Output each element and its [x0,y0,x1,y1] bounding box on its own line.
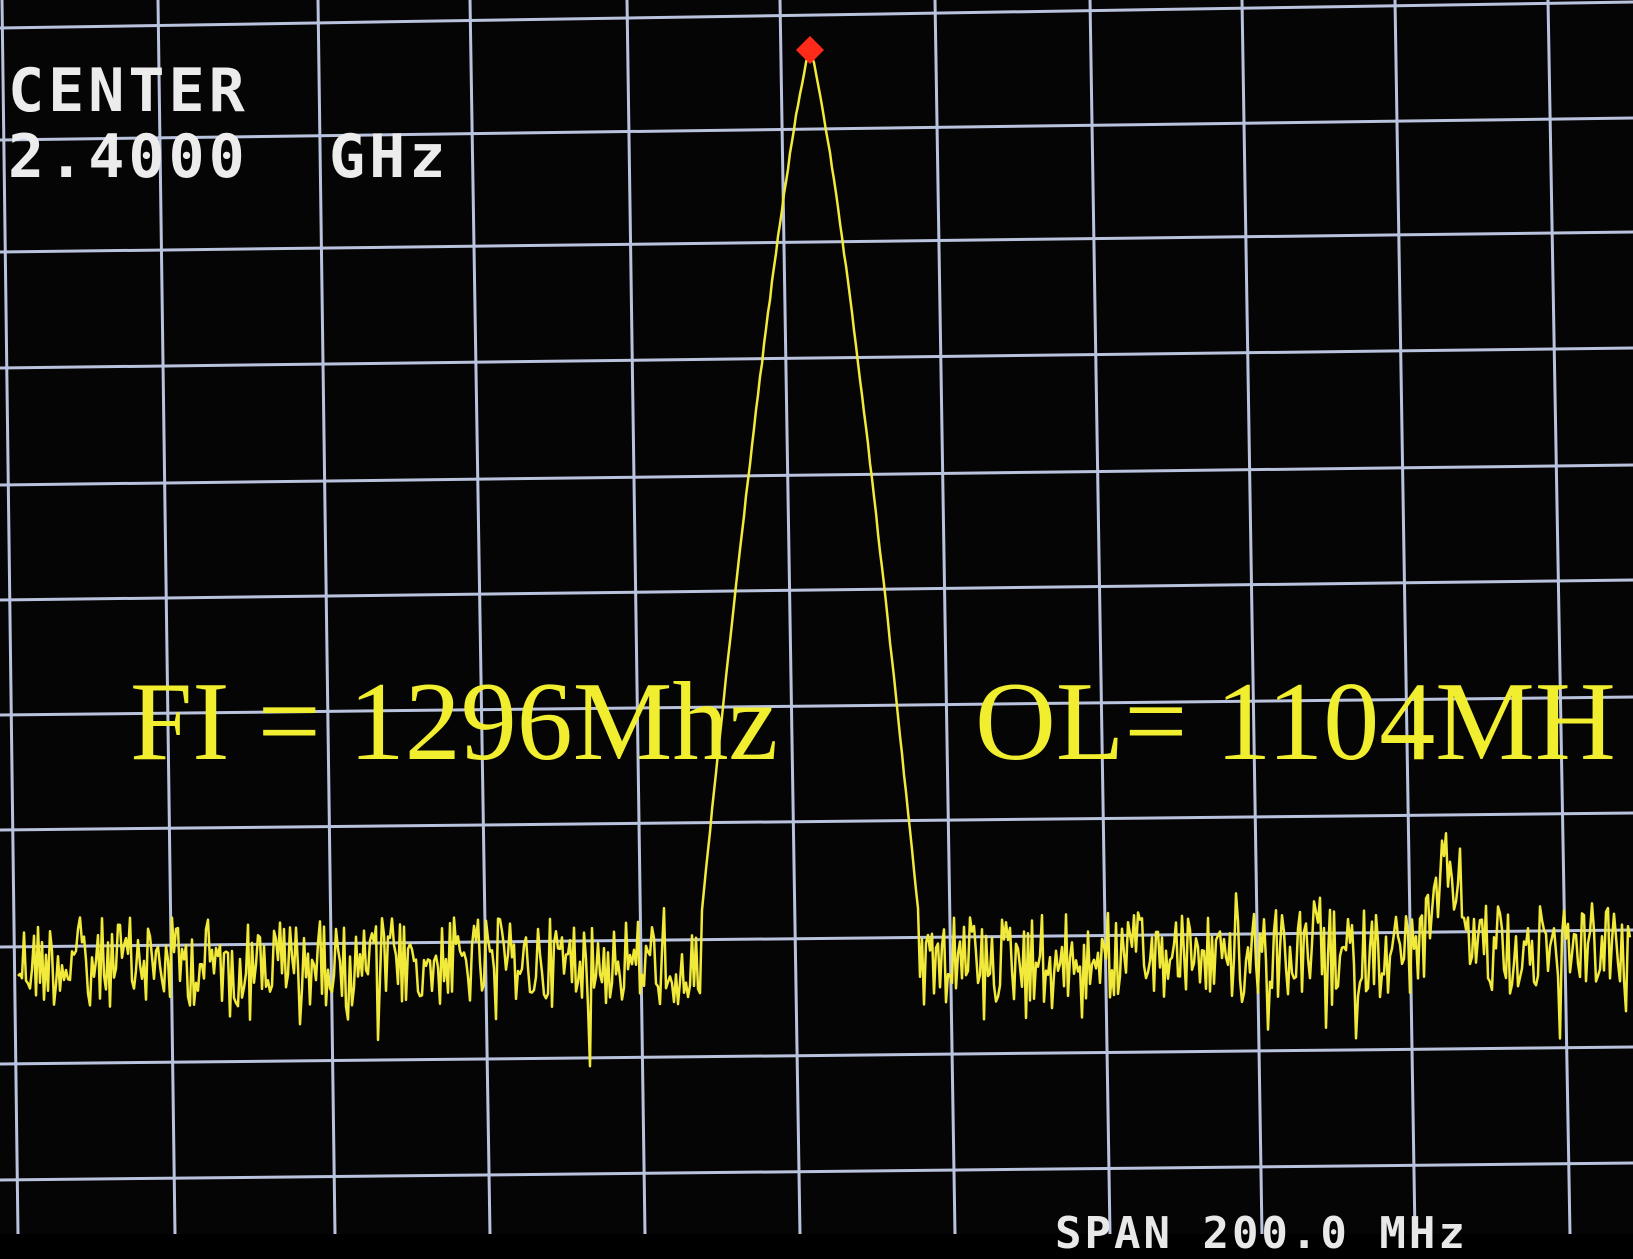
center-frequency-readout: 2.4000 GHz [8,122,450,192]
grid-vertical-line [1393,0,1417,1234]
ol-frequency-annotation: OL= 1104MH [975,660,1616,784]
grid-horizontal-line [0,811,1633,832]
center-label: CENTER [8,56,249,126]
grid-vertical-line [468,0,492,1234]
grid-vertical-line [625,0,647,1234]
red-diamond-marker-icon [796,36,824,64]
grid-horizontal-line [0,346,1633,370]
grid-horizontal-line [0,116,1633,142]
grid-vertical-line [156,0,177,1234]
grid-vertical-line [1240,0,1264,1234]
grid-vertical-line [778,0,802,1234]
grid-vertical-line [1546,0,1572,1234]
grid-horizontal-line [0,230,1633,254]
grid-horizontal-line [0,1161,1633,1182]
grid-vertical-line [1088,0,1112,1234]
grid-horizontal-line [0,1045,1633,1066]
grid-horizontal-line [0,928,1633,949]
grid-horizontal-line [0,463,1633,487]
fi-frequency-annotation: FI = 1296Mhz [130,660,779,784]
grid-vertical-line [933,0,957,1234]
grid-vertical-line [0,0,20,1234]
spectrum-trace [17,48,1632,1068]
grid-horizontal-line [0,0,1633,30]
grid-vertical-line [316,0,337,1234]
span-readout: SPAN 200.0 MHz [1055,1208,1468,1259]
grid-horizontal-line [0,578,1633,602]
grid-horizontal-line [0,695,1633,717]
